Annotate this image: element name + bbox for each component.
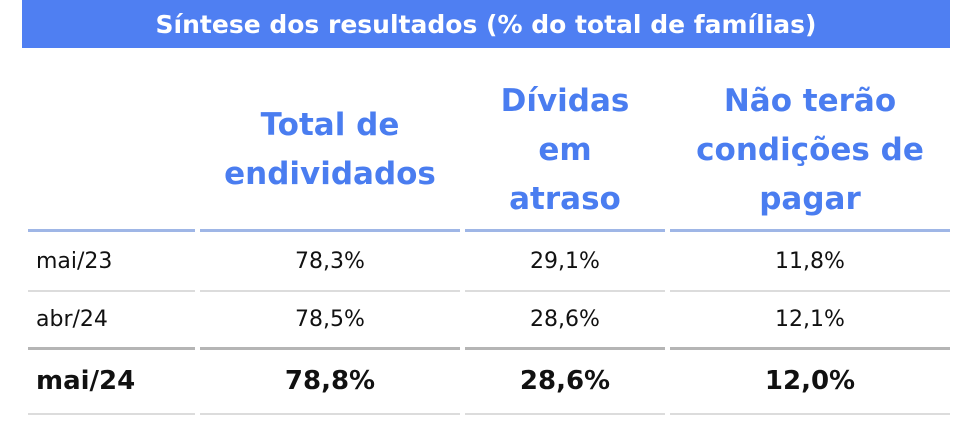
row-rule <box>28 413 195 415</box>
header-line: pagar <box>759 180 861 217</box>
cell-value: 78,8% <box>284 366 376 396</box>
cell-value: 28,6% <box>519 366 611 396</box>
cell-value: 28,6% <box>530 307 600 332</box>
cell-value: 12,0% <box>764 366 856 396</box>
row-rule <box>28 290 195 292</box>
row-label: mai/23 <box>36 249 113 274</box>
header-rule <box>200 229 460 232</box>
row-rule <box>465 290 665 292</box>
row-rule <box>200 290 460 292</box>
row-rule <box>670 413 950 415</box>
row-rule <box>28 347 195 350</box>
header-line: Total de <box>260 107 400 143</box>
row-label: mai/24 <box>36 366 136 396</box>
header-line: condições de <box>696 131 924 168</box>
row-rule <box>465 413 665 415</box>
header-rule <box>28 229 195 232</box>
row-rule <box>200 413 460 415</box>
row-rule <box>465 347 665 350</box>
column-header: Não terão condições de pagar <box>670 72 950 228</box>
row-rule <box>200 347 460 350</box>
cell-value: 78,3% <box>295 249 365 274</box>
row-label: abr/24 <box>36 307 108 332</box>
header-rule <box>670 229 950 232</box>
header-line: em <box>538 131 592 168</box>
header-line: Não terão <box>723 82 897 119</box>
header-rule <box>465 229 665 232</box>
cell-value: 78,5% <box>295 307 365 332</box>
header-line: atraso <box>509 180 621 217</box>
header-line: endividados <box>224 156 436 192</box>
cell-value: 29,1% <box>530 249 600 274</box>
cell-value: 11,8% <box>775 249 845 274</box>
header-line: Dívidas <box>500 82 630 119</box>
column-header: Total de endividados <box>200 72 460 228</box>
row-rule <box>670 290 950 292</box>
table-title: Síntese dos resultados (% do total de fa… <box>22 0 950 48</box>
column-header: Dívidas em atraso <box>465 72 665 228</box>
row-rule <box>670 347 950 350</box>
cell-value: 12,1% <box>775 307 845 332</box>
